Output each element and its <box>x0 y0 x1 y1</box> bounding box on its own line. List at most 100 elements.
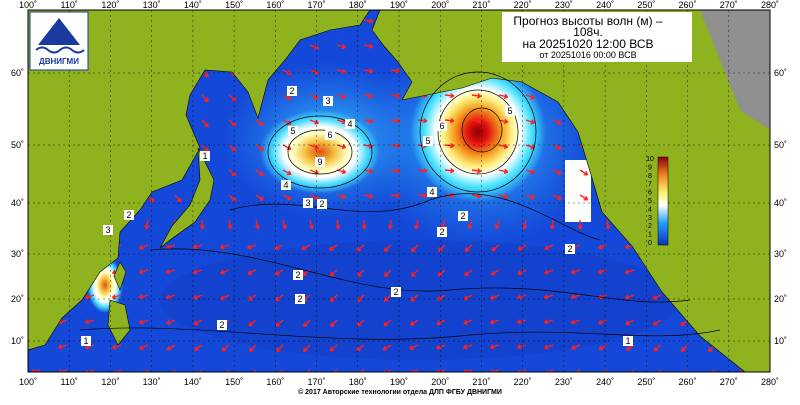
wave-arrow <box>467 219 473 230</box>
wave-arrow <box>383 294 392 302</box>
wave-arrow <box>84 294 95 300</box>
logo-wave <box>35 46 85 54</box>
wave-arrow <box>113 369 122 372</box>
wave-arrow <box>597 269 608 275</box>
wave-arrow <box>417 167 428 174</box>
longitude-label: 250˚ <box>637 377 655 387</box>
wave-arrow <box>168 369 176 372</box>
wave-arrow <box>336 94 347 100</box>
wave-arrow <box>498 143 509 149</box>
contour-label: 5 <box>425 136 430 146</box>
wave-arrow <box>138 319 149 325</box>
wave-arrow <box>363 168 374 174</box>
footer: © 2017 Авторские технологии отдела ДЛП Ф… <box>298 388 502 396</box>
wave-arrow <box>490 369 500 372</box>
wave-arrow <box>464 269 473 277</box>
wave-arrow <box>489 344 500 350</box>
wave-arrow <box>498 168 509 174</box>
wave-arrow <box>390 93 401 99</box>
wave-arrow <box>387 219 394 230</box>
wave-arrow <box>516 319 527 325</box>
wave-arrow <box>255 144 264 151</box>
wave-arrow <box>570 294 581 300</box>
wave-arrow <box>174 194 182 203</box>
longitude-label: 180˚ <box>349 0 367 10</box>
title-line: от 20251016 00:00 ВСВ <box>539 50 636 60</box>
longitude-label: 210˚ <box>472 377 490 387</box>
wave-arrow <box>112 344 122 350</box>
contour-label-box <box>437 121 447 131</box>
wave-arrow <box>166 319 176 325</box>
wave-arrow <box>192 269 203 275</box>
wave-arrow <box>275 344 284 353</box>
wave-arrow <box>444 118 455 124</box>
wave-arrow <box>598 319 608 325</box>
wave-arrow <box>254 219 261 230</box>
wave-arrow <box>228 194 237 202</box>
wave-arrow <box>544 269 554 275</box>
contour-label: 5 <box>507 106 512 116</box>
contour-label: 2 <box>126 210 131 220</box>
wave-arrow <box>436 319 446 326</box>
wave-arrow <box>390 118 401 124</box>
longitude-label: 260˚ <box>679 0 697 10</box>
longitude-label: 170˚ <box>308 377 326 387</box>
wave-arrow <box>463 319 473 325</box>
colorbar-label: 8 <box>648 173 652 180</box>
longitude-label: 120˚ <box>101 0 119 10</box>
contour-label: 2 <box>393 287 398 297</box>
wave-arrow <box>274 269 284 276</box>
latitude-label: 60˚ <box>774 68 787 78</box>
wave-arrow <box>363 118 374 124</box>
wave-arrow <box>228 94 237 102</box>
title-background <box>502 12 692 62</box>
contour-label: 2 <box>460 211 465 221</box>
contour-label: 1 <box>83 336 88 346</box>
contour-line <box>461 107 503 153</box>
contour-label-box <box>315 157 325 167</box>
colorbar-label: 9 <box>648 164 652 171</box>
wave-arrow <box>552 169 562 175</box>
wave-arrow <box>309 119 319 125</box>
wave-arrow <box>522 219 528 230</box>
wave-arrow <box>680 344 689 352</box>
wave-arrow <box>255 194 264 201</box>
contour-label-box <box>200 151 210 161</box>
logo-mark <box>38 18 80 45</box>
wave-arrow <box>227 219 233 230</box>
wave-arrow <box>383 244 392 252</box>
wave-arrow <box>335 219 341 230</box>
wave-arrow <box>282 194 292 201</box>
longitude-label: 240˚ <box>596 0 614 10</box>
wave-arrow <box>685 369 689 372</box>
wave-arrow <box>516 344 527 350</box>
title-box: Прогноз высоты волн (м) – 108ч. на 20251… <box>502 12 692 62</box>
contour-label: 6 <box>327 130 332 140</box>
wave-arrow <box>166 344 176 351</box>
wave-arrow <box>498 118 509 124</box>
wave-arrow <box>84 319 95 325</box>
contour-label: 1 <box>625 336 630 346</box>
wave-arrow <box>309 194 319 200</box>
contour-label: 2 <box>319 199 324 209</box>
wave-arrow <box>111 294 122 300</box>
contour-line <box>229 193 601 241</box>
wave-arrow <box>624 269 635 275</box>
wave-arrow <box>308 219 314 230</box>
colorbar-ramp <box>657 156 669 246</box>
wave-arrow <box>221 344 230 352</box>
contour-line <box>419 71 537 193</box>
contour-label-box <box>565 244 575 254</box>
wave-arrow <box>383 319 392 327</box>
colorbar-label: 6 <box>648 190 652 197</box>
no-data-area <box>700 10 770 130</box>
wave-arrow <box>139 244 149 250</box>
contour-label-box <box>295 294 305 304</box>
wave-arrow <box>436 369 446 372</box>
wave-arrow <box>517 294 527 300</box>
logo: ДВНИГМИ <box>29 11 89 71</box>
wave-arrow <box>544 244 554 251</box>
longitude-label: 190˚ <box>390 0 408 10</box>
wave-arrow <box>491 244 500 252</box>
